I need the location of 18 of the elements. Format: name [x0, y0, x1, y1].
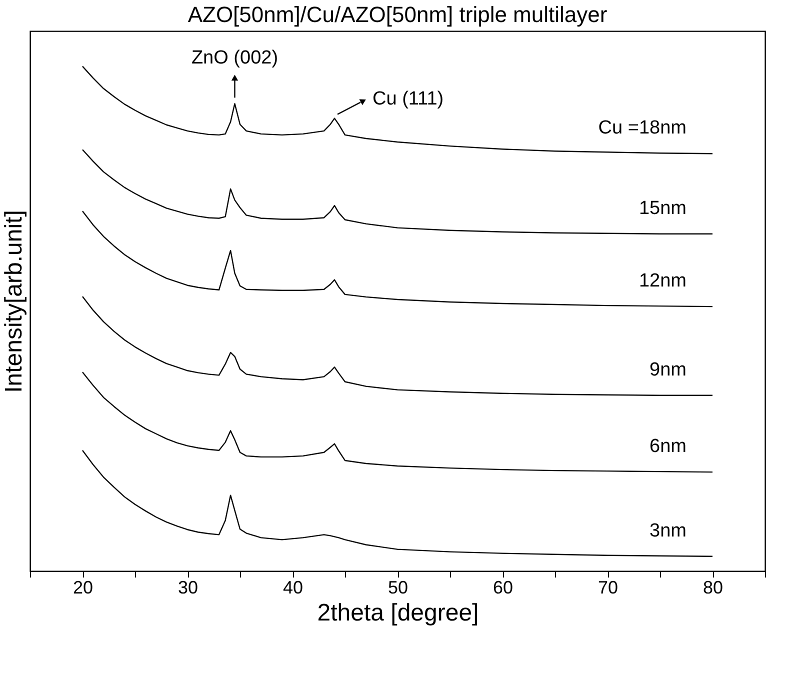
chart-title: AZO[50nm]/Cu/AZO[50nm] triple multilayer — [188, 2, 608, 27]
x-tick-label: 30 — [178, 578, 198, 598]
y-axis-title: Intensity[arb.unit] — [0, 210, 28, 393]
x-tick-label: 80 — [702, 578, 724, 598]
x-tick-label: 40 — [282, 578, 304, 598]
series-label: Cu =18nm — [598, 118, 686, 139]
series-label: 9nm — [650, 359, 686, 380]
series-label: 3nm — [650, 520, 686, 542]
x-tick-label: 20 — [72, 578, 94, 598]
series-label: 6nm — [650, 436, 686, 458]
x-tick-label: 70 — [598, 578, 618, 598]
x-tick-label: 60 — [492, 578, 514, 598]
annotation: ZnO (002) — [191, 48, 278, 69]
series-label: 12nm — [638, 270, 686, 292]
series-label: 15nm — [638, 198, 686, 219]
x-tick-label: 50 — [388, 578, 408, 598]
x-axis-title: 2theta [degree] — [317, 600, 479, 626]
annotation: Cu (111) — [372, 88, 444, 110]
